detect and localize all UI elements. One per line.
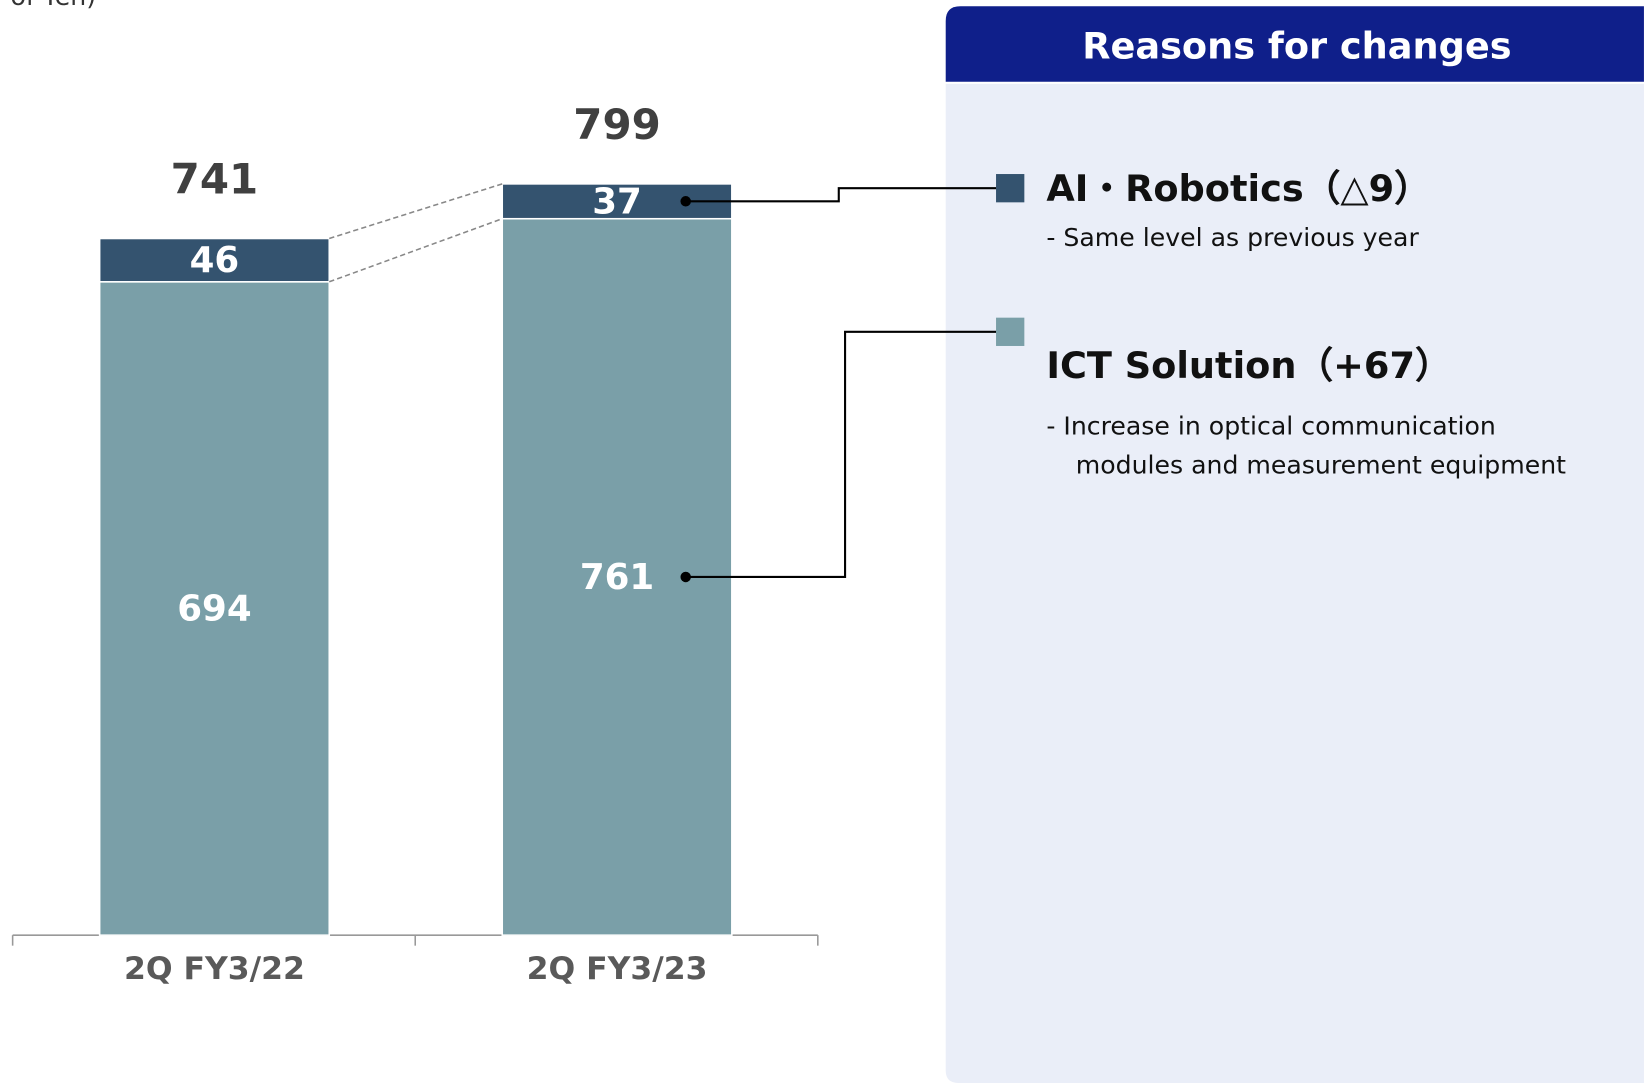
segment-label: 46 — [190, 240, 240, 281]
reason-text: - Increase in optical communication — [1046, 412, 1495, 441]
total-label: 741 — [171, 154, 259, 203]
segment-label: 37 — [592, 181, 642, 222]
series-name: ICT Solution — [1046, 343, 1296, 386]
legend-swatch — [996, 317, 1025, 346]
segment-label: 694 — [177, 589, 251, 630]
callout-line — [685, 330, 997, 578]
connector-line — [328, 217, 503, 283]
series-name: AI・Robotics — [1046, 166, 1303, 209]
series-change: （+67） — [1296, 343, 1451, 386]
reason-text: modules and measurement equipment — [1076, 451, 1566, 480]
x-tick-label: 2Q FY3/22 — [124, 951, 305, 987]
reason-text: - Same level as previous year — [1046, 223, 1419, 252]
x-tick-label: 2Q FY3/23 — [527, 951, 708, 987]
segment-label: 761 — [580, 557, 654, 598]
total-label: 799 — [573, 100, 661, 149]
reason-heading: AI・Robotics（△9） — [1046, 166, 1430, 209]
legend-swatch — [996, 174, 1025, 203]
panel-title: Reasons for changes — [1082, 25, 1511, 68]
bar-segment — [98, 237, 331, 283]
panel-body — [945, 83, 1644, 1083]
panel-header — [945, 6, 1644, 82]
callout-line — [685, 187, 997, 203]
unit-label: of Yen) — [11, 0, 97, 11]
series-change: （△9） — [1304, 166, 1431, 209]
connector-line — [329, 183, 503, 240]
reason-heading: ICT Solution（+67） — [1046, 343, 1451, 386]
